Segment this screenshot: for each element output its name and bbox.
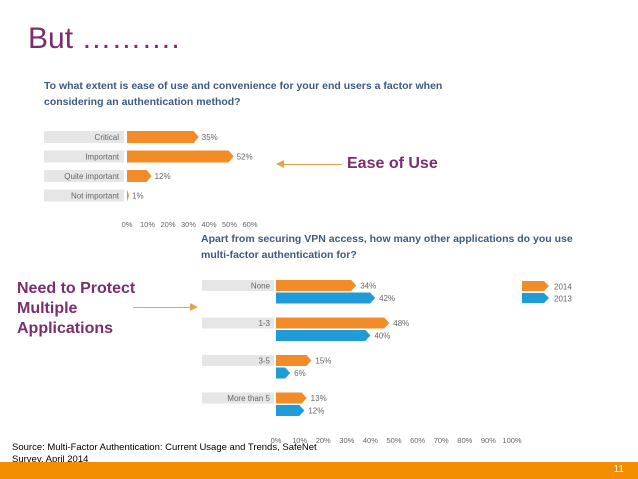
- x-tick-label: 20%: [160, 220, 175, 229]
- category-label-bg: [202, 355, 274, 366]
- data-label: 34%: [360, 282, 376, 291]
- legend-swatch-2013: [522, 293, 549, 303]
- bar: [127, 189, 130, 202]
- bar-2013: [276, 405, 305, 416]
- callout-ease-of-use: Ease of Use: [347, 155, 438, 172]
- x-tick-label: 0%: [122, 220, 133, 229]
- bar: [127, 150, 234, 163]
- x-tick-label: 30%: [339, 436, 354, 445]
- category-label: More than 5: [227, 394, 270, 403]
- category-label-bg: [44, 131, 124, 143]
- bar-2014: [276, 317, 390, 329]
- bar-2014: [276, 392, 307, 404]
- bar-2013: [276, 292, 376, 304]
- x-tick-label: 40%: [201, 220, 216, 229]
- category-label-bg: [202, 280, 274, 291]
- protect-arrow-line: [133, 307, 191, 308]
- category-label-bg: [44, 189, 124, 202]
- data-label: 13%: [311, 394, 327, 403]
- bar-2013: [276, 367, 291, 379]
- footer-bar: 11: [0, 462, 638, 479]
- x-tick-label: 100%: [502, 436, 522, 445]
- ease-arrow-line: [283, 164, 342, 165]
- bar-2013: [276, 330, 371, 341]
- chart1-ease-of-use: Critical 35% Important 52% Quite important 12…: [44, 131, 258, 229]
- chart2-other-applications: None 34%42%1-3 48%40%3-5 15%6%More than 5 13…: [202, 280, 572, 445]
- callout-protect-multiple-apps: Need to Protect Multiple Applications: [17, 280, 136, 337]
- data-label: 40%: [374, 332, 390, 341]
- category-label: 1-3: [258, 319, 270, 328]
- category-label: Important: [85, 153, 120, 162]
- data-label: 48%: [393, 319, 409, 328]
- data-label: 52%: [237, 153, 253, 162]
- x-tick-label: 70%: [434, 436, 449, 445]
- legend-label: 2014: [554, 283, 572, 292]
- x-tick-label: 90%: [481, 436, 496, 445]
- x-tick-label: 10%: [140, 220, 155, 229]
- bar-2014: [276, 355, 312, 366]
- category-label: Not important: [71, 192, 120, 201]
- data-label: 15%: [315, 357, 331, 366]
- protect-arrow-head: [190, 303, 198, 311]
- category-label-bg: [44, 170, 124, 182]
- x-tick-label: 30%: [181, 220, 196, 229]
- source-note: Source: Multi-Factor Authentication: Cur…: [12, 442, 317, 465]
- data-label: 12%: [308, 407, 324, 416]
- slide-title: But ……….: [28, 22, 180, 55]
- x-tick-label: 0%: [271, 436, 282, 445]
- legend-label: 2013: [554, 295, 572, 304]
- data-label: 35%: [202, 133, 218, 142]
- x-tick-label: 80%: [457, 436, 472, 445]
- bar: [127, 170, 152, 182]
- x-tick-label: 50%: [386, 436, 401, 445]
- category-label: None: [251, 282, 271, 291]
- chart2-question: Apart from securing VPN access, how many…: [201, 233, 573, 261]
- data-label: 1%: [132, 192, 144, 201]
- bar-2014: [276, 280, 357, 291]
- x-tick-label: 10%: [292, 436, 307, 445]
- data-label: 12%: [155, 172, 171, 181]
- chart1-question: To what extent is ease of use and conven…: [44, 80, 443, 108]
- x-tick-label: 40%: [363, 436, 378, 445]
- category-label-bg: [202, 317, 274, 329]
- category-label: 3-5: [258, 357, 270, 366]
- category-label: Quite important: [64, 172, 119, 181]
- data-label: 6%: [294, 369, 306, 378]
- page-number: 11: [613, 464, 624, 475]
- category-label-bg: [202, 392, 274, 404]
- ease-arrow-head: [276, 160, 284, 168]
- x-tick-label: 20%: [316, 436, 331, 445]
- x-tick-label: 60%: [242, 220, 257, 229]
- category-label: Critical: [95, 133, 120, 142]
- x-tick-label: 60%: [410, 436, 425, 445]
- category-label-bg: [44, 150, 124, 163]
- legend-swatch-2014: [522, 281, 549, 291]
- bar: [127, 131, 199, 143]
- x-tick-label: 50%: [222, 220, 237, 229]
- data-label: 42%: [379, 294, 395, 303]
